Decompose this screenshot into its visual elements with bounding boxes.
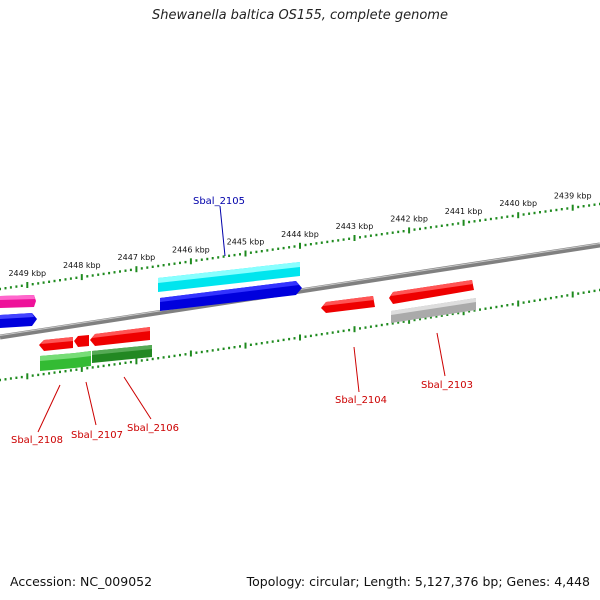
gene-red-right[interactable] — [389, 280, 474, 304]
gene-green-2[interactable] — [92, 345, 152, 363]
label-sbal-2108[interactable]: Sbal_2108 — [11, 435, 63, 446]
gene-sbal-2106[interactable] — [90, 327, 150, 346]
scale-tick-label: 2445 kbp — [227, 238, 265, 247]
scale-tick-label: 2443 kbp — [336, 222, 374, 231]
genome-backbone — [0, 242, 600, 340]
scale-tick-label: 2447 kbp — [118, 253, 156, 262]
label-sbal-2103[interactable]: Sbal_2103 — [421, 380, 473, 391]
gene-sbal-2105[interactable] — [158, 262, 300, 292]
gene-red-small-2[interactable] — [74, 335, 89, 347]
gene-red-small-1[interactable] — [39, 337, 73, 351]
gene-magenta[interactable] — [0, 295, 36, 308]
scale-tick-label: 2446 kbp — [172, 245, 210, 254]
gene-sbal-2107[interactable] — [75, 351, 91, 368]
gene-sbal-2104[interactable] — [321, 296, 375, 313]
leader-sbal-2108 — [37, 384, 61, 433]
label-sbal-2106[interactable]: Sbal_2106 — [127, 423, 179, 434]
label-sbal-2105[interactable]: Sbal_2105 — [193, 196, 245, 207]
label-sbal-2104[interactable]: Sbal_2104 — [335, 395, 387, 406]
scale-tick-label: 2444 kbp — [281, 230, 319, 239]
leader-sbal-2106 — [123, 376, 152, 420]
inner-scale — [0, 288, 600, 382]
scale-tick-label: 2448 kbp — [63, 261, 101, 270]
gene-sbal-2108[interactable] — [40, 353, 75, 371]
scale-tick-label: 2442 kbp — [390, 214, 428, 223]
gene-blue-main[interactable] — [160, 281, 302, 311]
genome-summary: Topology: circular; Length: 5,127,376 bp… — [246, 574, 590, 589]
label-sbal-2107[interactable]: Sbal_2107 — [71, 430, 123, 441]
scale-tick-label: 2441 kbp — [445, 207, 483, 216]
leader-sbal-2103 — [436, 332, 446, 377]
gene-sbal-2103[interactable] — [391, 298, 476, 323]
scale-tick-label: 2439 kbp — [554, 192, 592, 201]
leader-sbal-2107 — [85, 381, 97, 426]
leader-sbal-2104 — [353, 346, 360, 393]
scale-tick-label: 2449 kbp — [8, 269, 46, 278]
accession-text: Accession: NC_009052 — [10, 574, 153, 589]
outer-scale: 2449 kbp 2448 kbp 2447 kbp 2446 kbp 2445 kbp… — [0, 192, 600, 291]
gene-blue-left[interactable] — [0, 313, 37, 328]
genome-title: Shewanella baltica OS155, complete genom… — [152, 8, 448, 23]
leader-sbal-2105 — [219, 205, 226, 257]
scale-tick-label: 2440 kbp — [499, 199, 537, 208]
